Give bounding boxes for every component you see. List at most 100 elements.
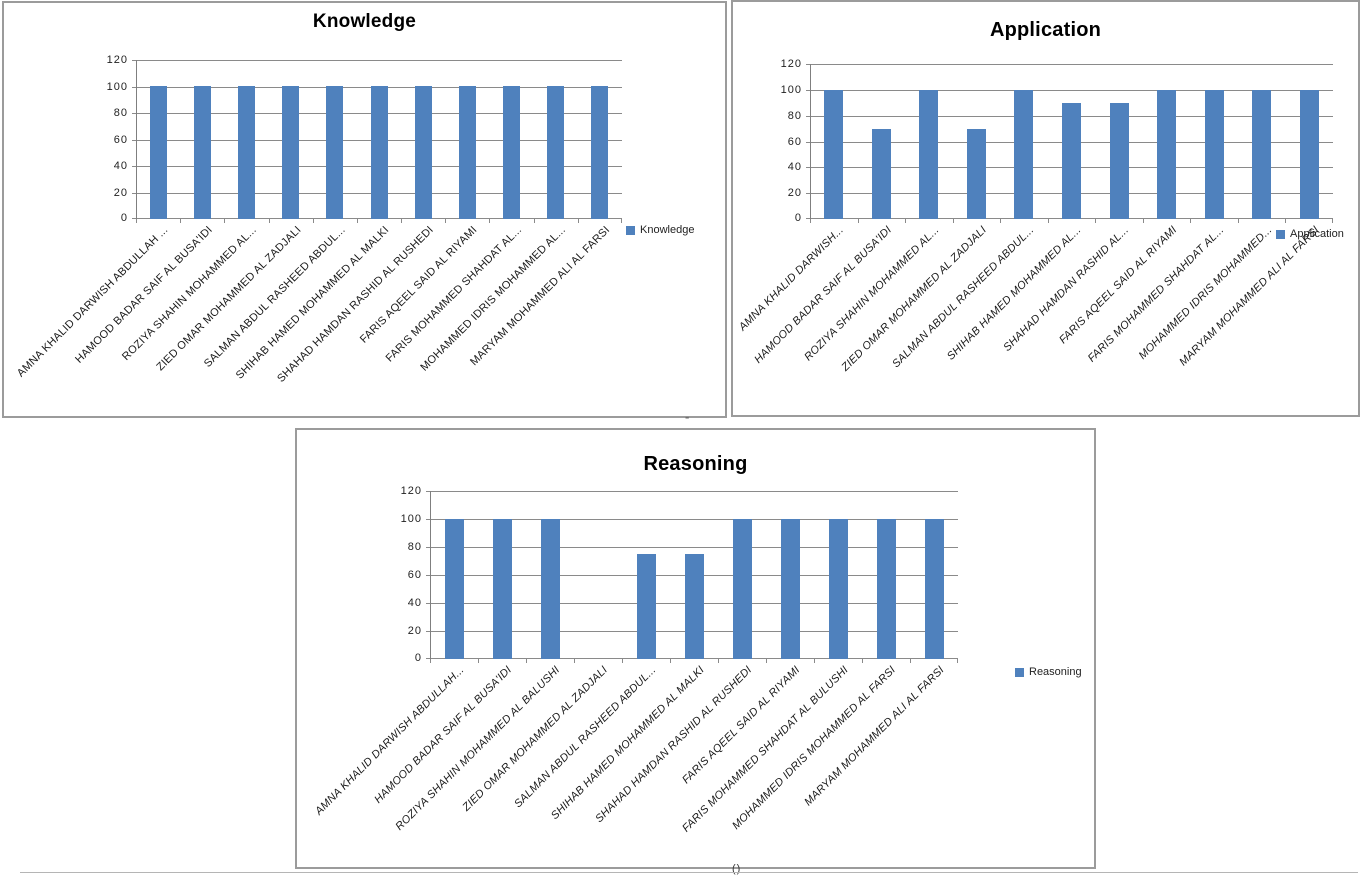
plot-area	[426, 491, 958, 663]
plot-area	[806, 64, 1333, 223]
y-tick-label: 60	[787, 136, 802, 148]
chart-title: Knowledge	[312, 11, 417, 32]
y-tick-label: 60	[407, 569, 422, 581]
bar	[685, 554, 704, 659]
gridline	[136, 60, 622, 61]
plot-area	[132, 60, 622, 223]
y-tick-label: 100	[106, 81, 128, 93]
x-category-label: SHIHAB HAMED MOHAMMED AL MALKI	[233, 224, 392, 382]
x-axis-tick	[858, 219, 859, 223]
y-axis-line	[810, 64, 811, 219]
y-axis-tick	[132, 193, 136, 194]
bar	[547, 86, 564, 219]
y-tick-label: 0	[414, 652, 422, 664]
legend: Reasoning	[1015, 666, 1082, 678]
y-axis-line	[136, 60, 137, 219]
bar	[1062, 103, 1081, 219]
chart-reasoning: Reasoning Reasoning 0 20 40 60 80 100 120 AMNA …	[295, 428, 1096, 869]
x-axis-tick	[526, 659, 527, 663]
x-axis-tick	[136, 219, 137, 223]
bar	[829, 519, 848, 659]
y-tick-label: 120	[780, 58, 802, 70]
bar	[282, 86, 299, 219]
bar	[1252, 90, 1271, 219]
y-axis-tick	[806, 64, 810, 65]
x-axis-tick	[430, 659, 431, 663]
y-tick-label: 40	[407, 597, 422, 609]
x-axis-tick	[622, 659, 623, 663]
y-axis-tick	[806, 116, 810, 117]
y-tick-label: 20	[113, 187, 128, 199]
chart-title: Application	[989, 19, 1102, 41]
y-tick-label: 80	[787, 110, 802, 122]
y-tick-label: 80	[407, 541, 422, 553]
x-axis-tick	[1143, 219, 1144, 223]
bar	[925, 519, 944, 659]
bar	[445, 519, 464, 659]
x-axis-tick	[953, 219, 954, 223]
y-axis-tick	[426, 603, 430, 604]
y-axis-tick	[806, 218, 810, 219]
gridline	[430, 519, 958, 520]
y-axis-tick	[132, 166, 136, 167]
x-axis-tick	[766, 659, 767, 663]
x-axis-tick	[810, 219, 811, 223]
x-axis-tick	[180, 219, 181, 223]
x-axis-tick	[357, 219, 358, 223]
x-axis-tick	[621, 219, 622, 223]
bar	[194, 86, 211, 219]
bar	[238, 86, 255, 219]
y-axis-tick	[132, 113, 136, 114]
y-axis-tick	[132, 140, 136, 141]
x-axis-tick	[578, 219, 579, 223]
chart-knowledge: Knowledge Knowledge 0 20 40 60 80 100 120 AMNA …	[2, 1, 727, 418]
bar	[1205, 90, 1224, 219]
x-category-label: AMNA KHALID DARWISH ABDULLAH ...	[15, 224, 171, 380]
bar	[919, 90, 938, 219]
x-axis-tick	[269, 219, 270, 223]
gridline	[430, 491, 958, 492]
bar	[877, 519, 896, 659]
y-axis-tick	[426, 519, 430, 520]
x-axis-tick	[718, 659, 719, 663]
y-tick-label: 60	[113, 134, 128, 146]
x-axis-tick	[1190, 219, 1191, 223]
x-axis-tick	[957, 659, 958, 663]
legend: Application	[1276, 228, 1344, 240]
bar	[503, 86, 520, 219]
bar	[591, 86, 608, 219]
x-axis-tick	[534, 219, 535, 223]
y-axis-tick	[132, 87, 136, 88]
x-axis-tick	[489, 219, 490, 223]
x-axis-tick	[862, 659, 863, 663]
caption-mark: ()	[732, 863, 742, 875]
bar	[493, 519, 512, 659]
x-axis-tick	[1285, 219, 1286, 223]
legend-label: Knowledge	[640, 224, 695, 236]
y-tick-label: 120	[400, 485, 422, 497]
y-axis-tick	[806, 142, 810, 143]
gridline	[430, 547, 958, 548]
y-tick-label: 40	[787, 161, 802, 173]
x-axis-tick	[1000, 219, 1001, 223]
bar	[459, 86, 476, 219]
bar	[781, 519, 800, 659]
x-axis-tick	[1238, 219, 1239, 223]
bar	[872, 129, 891, 219]
y-axis-line	[430, 491, 431, 659]
y-tick-label: 0	[794, 212, 802, 224]
y-axis-tick	[426, 491, 430, 492]
bar	[150, 86, 167, 219]
y-tick-label: 20	[787, 187, 802, 199]
y-tick-label: 40	[113, 160, 128, 172]
x-category-label: SHAHAD HAMDAN RASHID AL RUSHEDI	[274, 224, 436, 385]
next-section-top-edge	[20, 872, 1358, 873]
legend-label: Reasoning	[1029, 666, 1082, 678]
y-tick-label: 20	[407, 625, 422, 637]
x-category-label: ROZIYA SHAHIN MOHAMMED AL BALUSHI	[393, 664, 563, 833]
y-tick-label: 0	[120, 212, 128, 224]
legend-label: Application	[1290, 228, 1344, 240]
bar	[1300, 90, 1319, 219]
bar	[371, 86, 388, 219]
